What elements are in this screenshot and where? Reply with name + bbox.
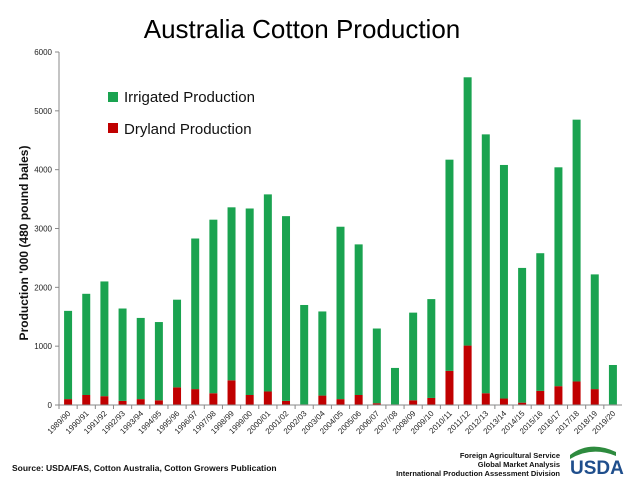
bar-dryland (572, 381, 581, 405)
bar-dryland (227, 380, 236, 405)
bar-dryland (590, 389, 599, 405)
bar-dryland (554, 386, 563, 405)
legend-label-dryland: Dryland Production (124, 121, 252, 138)
bar-dryland (263, 391, 272, 405)
bar-irrigated (445, 159, 454, 371)
bar-irrigated (536, 253, 545, 391)
credit-line-3: International Production Assessment Divi… (396, 469, 560, 478)
bar-dryland (536, 390, 545, 405)
bar-dryland (191, 389, 200, 405)
bar-irrigated (318, 311, 327, 396)
credit-line-2: Global Market Analysis (478, 460, 560, 469)
y-tick-label: 6000 (34, 48, 52, 57)
bar-irrigated (427, 299, 436, 398)
usda-logo-swoosh-icon (570, 446, 616, 459)
bar-dryland (100, 396, 109, 405)
x-axis: 1989/901990/911991/921992/931993/941994/… (46, 404, 622, 436)
bar-dryland (445, 370, 454, 405)
y-tick-label: 5000 (34, 107, 52, 116)
bar-irrigated (154, 322, 163, 401)
bar-dryland (154, 400, 163, 405)
bar-dryland (427, 397, 436, 405)
bar-irrigated (499, 164, 508, 399)
bar-dryland (118, 400, 127, 405)
bar-dryland (64, 399, 73, 405)
bar-irrigated (118, 308, 127, 401)
bar-irrigated (64, 310, 73, 400)
bar-irrigated (173, 299, 182, 388)
bar-irrigated (100, 281, 109, 397)
bar-irrigated (245, 208, 254, 395)
bars (64, 77, 617, 405)
y-tick-label: 4000 (34, 166, 52, 175)
bar-dryland (209, 393, 218, 405)
bar-irrigated (372, 328, 381, 404)
bar-irrigated (390, 367, 399, 405)
bar-dryland (318, 395, 327, 405)
y-axis-label: Production '000 (480 pound bales) (17, 146, 31, 341)
bar-irrigated (518, 267, 527, 403)
bar-dryland (409, 400, 418, 405)
bar-dryland (245, 394, 254, 405)
bar-irrigated (572, 119, 581, 382)
bar-dryland (372, 403, 381, 405)
bar-irrigated (300, 304, 309, 405)
bar-irrigated (409, 312, 418, 401)
bar-irrigated (82, 293, 91, 395)
legend-swatch-irrigated (108, 92, 118, 102)
bar-irrigated (354, 244, 363, 395)
legend-label-irrigated: Irrigated Production (124, 89, 255, 106)
bar-irrigated (608, 364, 617, 405)
chart-title: Australia Cotton Production (144, 14, 461, 44)
bar-dryland (282, 400, 291, 405)
bar-dryland (481, 393, 490, 405)
bar-dryland (354, 394, 363, 405)
legend-swatch-dryland (108, 123, 118, 133)
bar-dryland (518, 402, 527, 405)
bar-dryland (82, 394, 91, 405)
bar-irrigated (227, 207, 236, 381)
bar-dryland (463, 345, 472, 405)
bar-irrigated (336, 226, 345, 400)
bar-irrigated (463, 77, 472, 346)
bar-irrigated (191, 238, 200, 390)
bar-dryland (499, 398, 508, 405)
bar-irrigated (481, 134, 490, 394)
bar-irrigated (209, 219, 218, 394)
bar-dryland (136, 399, 145, 405)
credits: Foreign Agricultural Service Global Mark… (396, 451, 560, 478)
bar-irrigated (282, 216, 291, 401)
bar-dryland (173, 387, 182, 405)
y-tick-label: 1000 (34, 342, 52, 351)
bar-irrigated (554, 167, 563, 387)
bar-dryland (336, 399, 345, 405)
credit-line-1: Foreign Agricultural Service (460, 451, 560, 460)
usda-logo-text: USDA (570, 458, 624, 479)
usda-logo: USDA (570, 446, 624, 479)
legend: Irrigated Production Dryland Production (108, 89, 255, 138)
bar-irrigated (590, 274, 599, 390)
source-note: Source: USDA/FAS, Cotton Australia, Cott… (12, 463, 277, 473)
bar-irrigated (263, 194, 272, 392)
y-tick-label: 0 (48, 401, 53, 410)
bar-irrigated (136, 317, 145, 400)
y-tick-label: 3000 (34, 225, 52, 234)
y-axis: 0 1000 2000 3000 4000 5000 6000 (34, 48, 60, 410)
y-tick-label: 2000 (34, 283, 52, 292)
